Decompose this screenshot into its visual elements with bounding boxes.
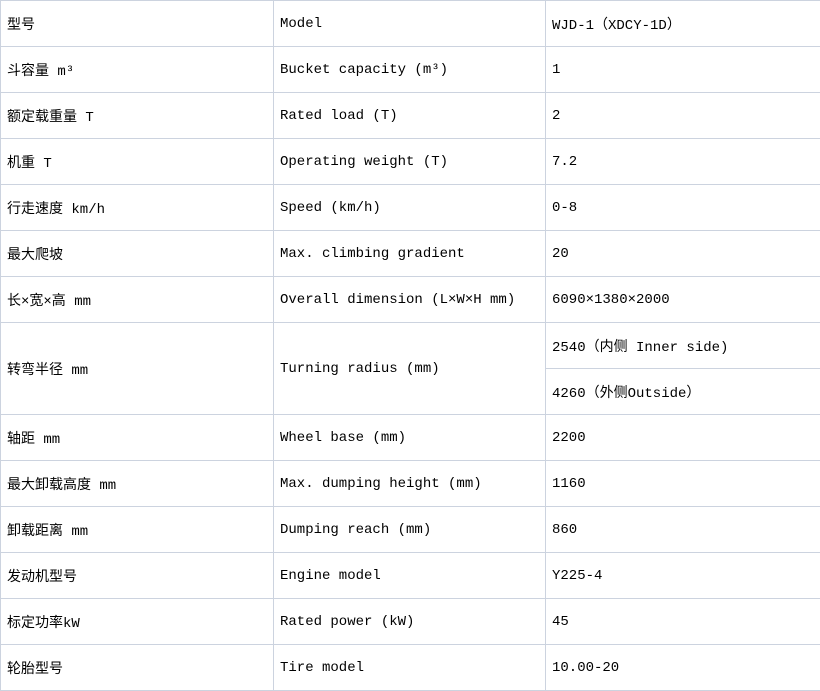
table-row: 额定载重量 T Rated load (T) 2 <box>1 93 820 139</box>
table-row: 型号 Model WJD-1（XDCY-1D） <box>1 1 820 47</box>
table-row: 最大爬坡 Max. climbing gradient 20 <box>1 231 820 277</box>
spec-value: 4260（外侧Outside） <box>546 369 820 415</box>
spec-label-en: Turning radius (mm) <box>274 323 546 415</box>
spec-label-cn: 转弯半径 mm <box>1 323 274 415</box>
spec-label-cn: 型号 <box>1 1 274 47</box>
spec-value: 2 <box>546 93 820 139</box>
spec-label-en: Speed (km/h) <box>274 185 546 231</box>
table-row: 标定功率kW Rated power (kW) 45 <box>1 599 820 645</box>
spec-label-en: Engine model <box>274 553 546 599</box>
table-row: 行走速度 km/h Speed (km/h) 0-8 <box>1 185 820 231</box>
table-row: 最大卸载高度 mm Max. dumping height (mm) 1160 <box>1 461 820 507</box>
spec-value: 6090×1380×2000 <box>546 277 820 323</box>
spec-label-cn: 行走速度 km/h <box>1 185 274 231</box>
table-row: 斗容量 m³ Bucket capacity (m³) 1 <box>1 47 820 93</box>
spec-label-cn: 长×宽×高 mm <box>1 277 274 323</box>
spec-label-en: Rated load (T) <box>274 93 546 139</box>
table-row: 机重 T Operating weight (T) 7.2 <box>1 139 820 185</box>
spec-label-en: Operating weight (T) <box>274 139 546 185</box>
spec-value: 1 <box>546 47 820 93</box>
spec-label-en: Rated power (kW) <box>274 599 546 645</box>
spec-value: 10.00-20 <box>546 645 820 691</box>
spec-label-en: Max. dumping height (mm) <box>274 461 546 507</box>
spec-label-cn: 额定载重量 T <box>1 93 274 139</box>
spec-label-cn: 轮胎型号 <box>1 645 274 691</box>
spec-value: 1160 <box>546 461 820 507</box>
spec-value: Y225-4 <box>546 553 820 599</box>
spec-label-en: Max. climbing gradient <box>274 231 546 277</box>
spec-label-en: Tire model <box>274 645 546 691</box>
spec-value: 0-8 <box>546 185 820 231</box>
spec-label-cn: 机重 T <box>1 139 274 185</box>
table-row: 转弯半径 mm Turning radius (mm) 2540（内侧 Inne… <box>1 323 820 369</box>
spec-value: 2200 <box>546 415 820 461</box>
spec-label-cn: 轴距 mm <box>1 415 274 461</box>
spec-label-cn: 最大卸载高度 mm <box>1 461 274 507</box>
table-row: 轴距 mm Wheel base (mm) 2200 <box>1 415 820 461</box>
table-row: 发动机型号 Engine model Y225-4 <box>1 553 820 599</box>
spec-value: 860 <box>546 507 820 553</box>
spec-label-cn: 发动机型号 <box>1 553 274 599</box>
spec-label-cn: 最大爬坡 <box>1 231 274 277</box>
table-row: 长×宽×高 mm Overall dimension (L×W×H mm) 60… <box>1 277 820 323</box>
spec-label-cn: 斗容量 m³ <box>1 47 274 93</box>
spec-value: 20 <box>546 231 820 277</box>
table-row: 卸载距离 mm Dumping reach (mm) 860 <box>1 507 820 553</box>
spec-label-cn: 标定功率kW <box>1 599 274 645</box>
spec-label-en: Overall dimension (L×W×H mm) <box>274 277 546 323</box>
spec-label-en: Wheel base (mm) <box>274 415 546 461</box>
table-row: 轮胎型号 Tire model 10.00-20 <box>1 645 820 691</box>
spec-value: 7.2 <box>546 139 820 185</box>
spec-label-en: Bucket capacity (m³) <box>274 47 546 93</box>
spec-value: 2540（内侧 Inner side) <box>546 323 820 369</box>
spec-value: 45 <box>546 599 820 645</box>
spec-label-en: Model <box>274 1 546 47</box>
spec-label-en: Dumping reach (mm) <box>274 507 546 553</box>
spec-label-cn: 卸载距离 mm <box>1 507 274 553</box>
spec-value: WJD-1（XDCY-1D） <box>546 1 820 47</box>
